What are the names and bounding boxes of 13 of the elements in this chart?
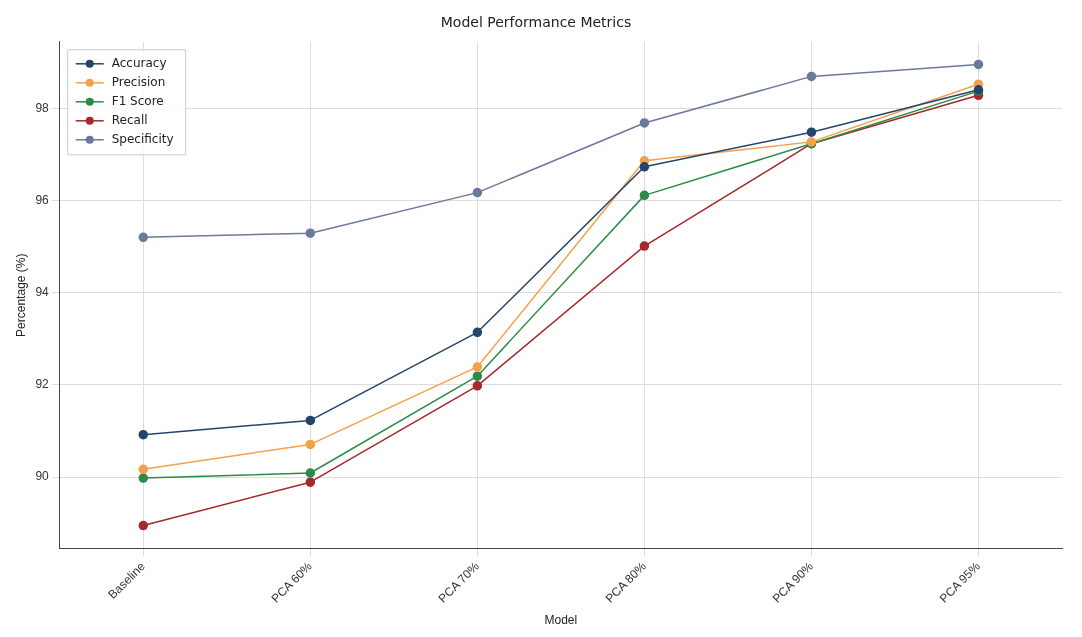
- y-axis-title: Percentage (%): [13, 253, 28, 337]
- y-tick-label: 94: [35, 284, 50, 299]
- legend-label: Precision: [111, 74, 166, 89]
- x-axis-title: Model: [544, 613, 578, 628]
- legend-label: Accuracy: [111, 55, 167, 70]
- legend-label: F1 Score: [111, 93, 164, 108]
- y-tick-label: 98: [35, 100, 50, 115]
- legend-label: Specificity: [111, 131, 174, 146]
- y-tick-label: 96: [35, 192, 50, 207]
- y-tick-label: 92: [35, 377, 50, 392]
- legend-label: Recall: [111, 112, 148, 127]
- chart-title: Model Performance Metrics: [440, 14, 632, 31]
- y-tick-label: 90: [35, 469, 50, 484]
